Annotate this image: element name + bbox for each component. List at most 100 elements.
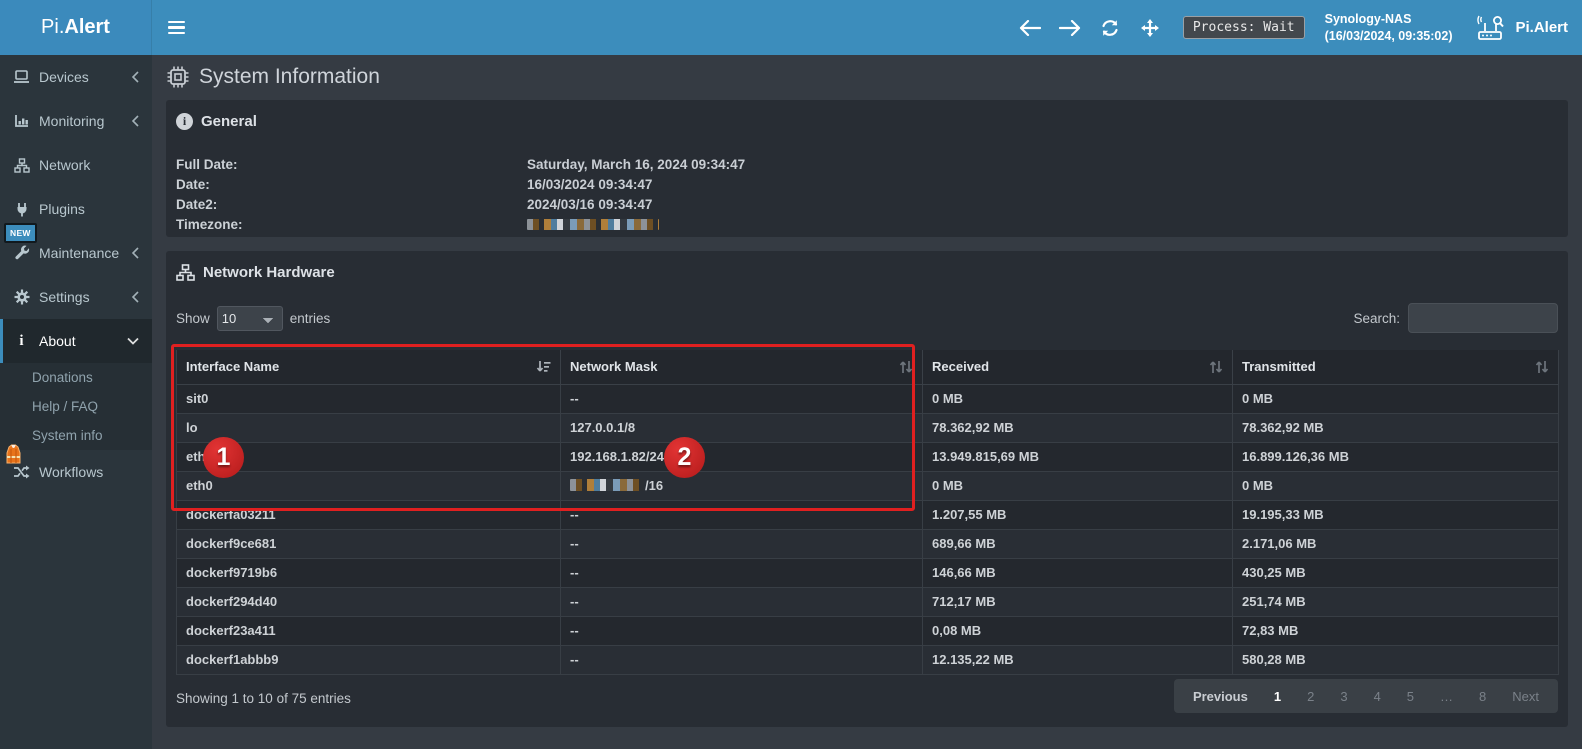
general-row: Date: 16/03/2024 09:34:47 <box>176 174 1558 194</box>
nav-right: Process: Wait Synology-NAS (16/03/2024, … <box>1017 11 1582 45</box>
page-button-8[interactable]: 8 <box>1479 688 1487 704</box>
hamburger-icon[interactable] <box>154 0 198 55</box>
general-row: Timezone: <box>176 214 1558 234</box>
sort-both-icon <box>899 360 913 374</box>
page-button-next[interactable]: Next <box>1512 688 1539 704</box>
redacted-pixelated-value <box>527 218 659 230</box>
pagination: Previous 1 2 3 4 5 … 8 Next <box>1173 679 1558 713</box>
table-cell: 192.168.1.82/24 <box>560 441 923 472</box>
sidebar-subitem-donations[interactable]: Donations <box>32 370 93 385</box>
page-button-3[interactable]: 3 <box>1340 688 1348 704</box>
table-row: dockerf1abbb9 -- 12.135,22 MB 580,28 MB <box>176 644 1559 675</box>
table-row: dockerf9ce681 -- 689,66 MB 2.171,06 MB <box>176 528 1559 559</box>
general-row: Date2: 2024/03/16 09:34:47 <box>176 194 1558 214</box>
plugins-icon <box>13 202 30 217</box>
maintenance-icon <box>13 245 30 261</box>
sidebar-item-monitoring[interactable]: Monitoring <box>0 99 152 143</box>
search-label: Search: <box>1353 310 1400 326</box>
sidebar-item-workflows[interactable]: Workflows <box>0 450 152 494</box>
general-value: Saturday, March 16, 2024 09:34:47 <box>527 156 746 172</box>
sidebar-item-label: Plugins <box>39 201 85 217</box>
table-cell: -- <box>560 586 923 617</box>
sidebar-item-settings[interactable]: Settings <box>0 275 152 319</box>
table-cell: 0 MB <box>1232 470 1559 501</box>
general-label: Full Date: <box>176 156 238 172</box>
chevron-left-icon <box>131 115 139 127</box>
table-cell: 13.949.815,69 MB <box>922 441 1233 472</box>
table-cell: 127.0.0.1/8 <box>560 412 923 443</box>
table-cell: -- <box>560 383 923 414</box>
general-value: 16/03/2024 09:34:47 <box>527 176 653 192</box>
sidebar-item-network[interactable]: Network <box>0 143 152 187</box>
table-cell: /16 <box>560 470 923 501</box>
chevron-left-icon <box>131 247 139 259</box>
entries-label: entries <box>289 310 331 326</box>
host-info: Synology-NAS (16/03/2024, 09:35:02) <box>1325 11 1453 45</box>
general-value <box>527 217 659 232</box>
sidebar-item-label: Maintenance <box>39 245 120 261</box>
app-logo[interactable]: Pi. Alert <box>0 0 152 55</box>
table-row: eth1 192.168.1.82/24 13.949.815,69 MB 16.89… <box>176 441 1559 472</box>
table-cell: 430,25 MB <box>1232 557 1559 588</box>
table-cell: -- <box>560 644 923 675</box>
page-button-1[interactable]: 1 <box>1273 688 1282 704</box>
sidebar-subitem-help-faq[interactable]: Help / FAQ <box>32 399 99 414</box>
table-cell: sit0 <box>176 383 561 414</box>
table-row: dockerf9719b6 -- 146,66 MB 430,25 MB <box>176 557 1559 588</box>
table-cell: 19.195,33 MB <box>1232 499 1559 530</box>
show-label: Show <box>176 310 210 326</box>
sidebar-item-label: Devices <box>39 69 89 85</box>
monitoring-icon <box>13 114 30 128</box>
network-hardware-header: Network Hardware <box>166 251 1568 281</box>
column-header-received[interactable]: Received <box>922 350 1233 385</box>
forward-icon[interactable] <box>1057 13 1083 43</box>
sidebar: Devices Monitoring Network Plugins Maint… <box>0 55 152 749</box>
page-button-2[interactable]: 2 <box>1307 688 1315 704</box>
general-label: Timezone: <box>176 216 243 232</box>
back-icon[interactable] <box>1017 13 1043 43</box>
table-cell: dockerf294d40 <box>176 586 561 617</box>
main-content: System Information i General Full Date: S… <box>152 55 1582 749</box>
page-button-…[interactable]: … <box>1440 688 1454 704</box>
table-cell: 16.899.126,36 MB <box>1232 441 1559 472</box>
general-value: 2024/03/16 09:34:47 <box>527 196 653 212</box>
general-row: Full Date: Saturday, March 16, 2024 09:34… <box>176 154 1558 174</box>
page-button-4[interactable]: 4 <box>1373 688 1381 704</box>
sidebar-item-maintenance[interactable]: Maintenance <box>0 231 152 275</box>
column-header-interface-name[interactable]: Interface Name <box>176 350 561 385</box>
general-label: Date: <box>176 176 210 192</box>
network-table: Interface Name Network Mask Received Transm… <box>176 350 1559 675</box>
page-title: System Information <box>166 65 380 89</box>
table-cell: 580,28 MB <box>1232 644 1559 675</box>
page-size-select[interactable]: 10 <box>216 305 283 331</box>
brand-right-label: Pi.Alert <box>1515 19 1568 36</box>
table-cell: -- <box>560 557 923 588</box>
nav-bar: Process: Wait Synology-NAS (16/03/2024, … <box>152 0 1582 55</box>
process-status-badge: Process: Wait <box>1182 16 1305 39</box>
page-button-previous[interactable]: Previous <box>1192 688 1248 704</box>
settings-icon <box>13 289 30 305</box>
sort-both-icon <box>1209 360 1223 374</box>
sidebar-item-devices[interactable]: Devices <box>0 55 152 99</box>
table-cell: -- <box>560 528 923 559</box>
brand-right: Pi.Alert <box>1476 15 1568 41</box>
table-cell: dockerf1abbb9 <box>176 644 561 675</box>
refresh-icon[interactable] <box>1097 13 1123 43</box>
sidebar-item-plugins[interactable]: Plugins <box>0 187 152 231</box>
move-icon[interactable] <box>1137 13 1163 43</box>
table-cell: eth1 <box>176 441 561 472</box>
info-circle-icon: i <box>176 113 193 130</box>
host-timestamp: (16/03/2024, 09:35:02) <box>1324 28 1453 43</box>
new-badge: NEW <box>4 223 37 243</box>
sidebar-item-label: Network <box>39 157 91 173</box>
table-header-row: Interface Name Network Mask Received Transm… <box>176 350 1559 385</box>
sidebar-subitem-system-info[interactable]: System info <box>32 428 103 443</box>
router-scan-icon <box>1476 15 1506 41</box>
table-row: eth0/16 0 MB 0 MB <box>176 470 1559 501</box>
search-input[interactable] <box>1408 303 1558 333</box>
table-cell: 1.207,55 MB <box>922 499 1233 530</box>
column-header-network-mask[interactable]: Network Mask <box>560 350 923 385</box>
sidebar-item-about[interactable]: i About <box>0 319 152 363</box>
column-header-transmitted[interactable]: Transmitted <box>1232 350 1559 385</box>
page-button-5[interactable]: 5 <box>1406 688 1415 704</box>
